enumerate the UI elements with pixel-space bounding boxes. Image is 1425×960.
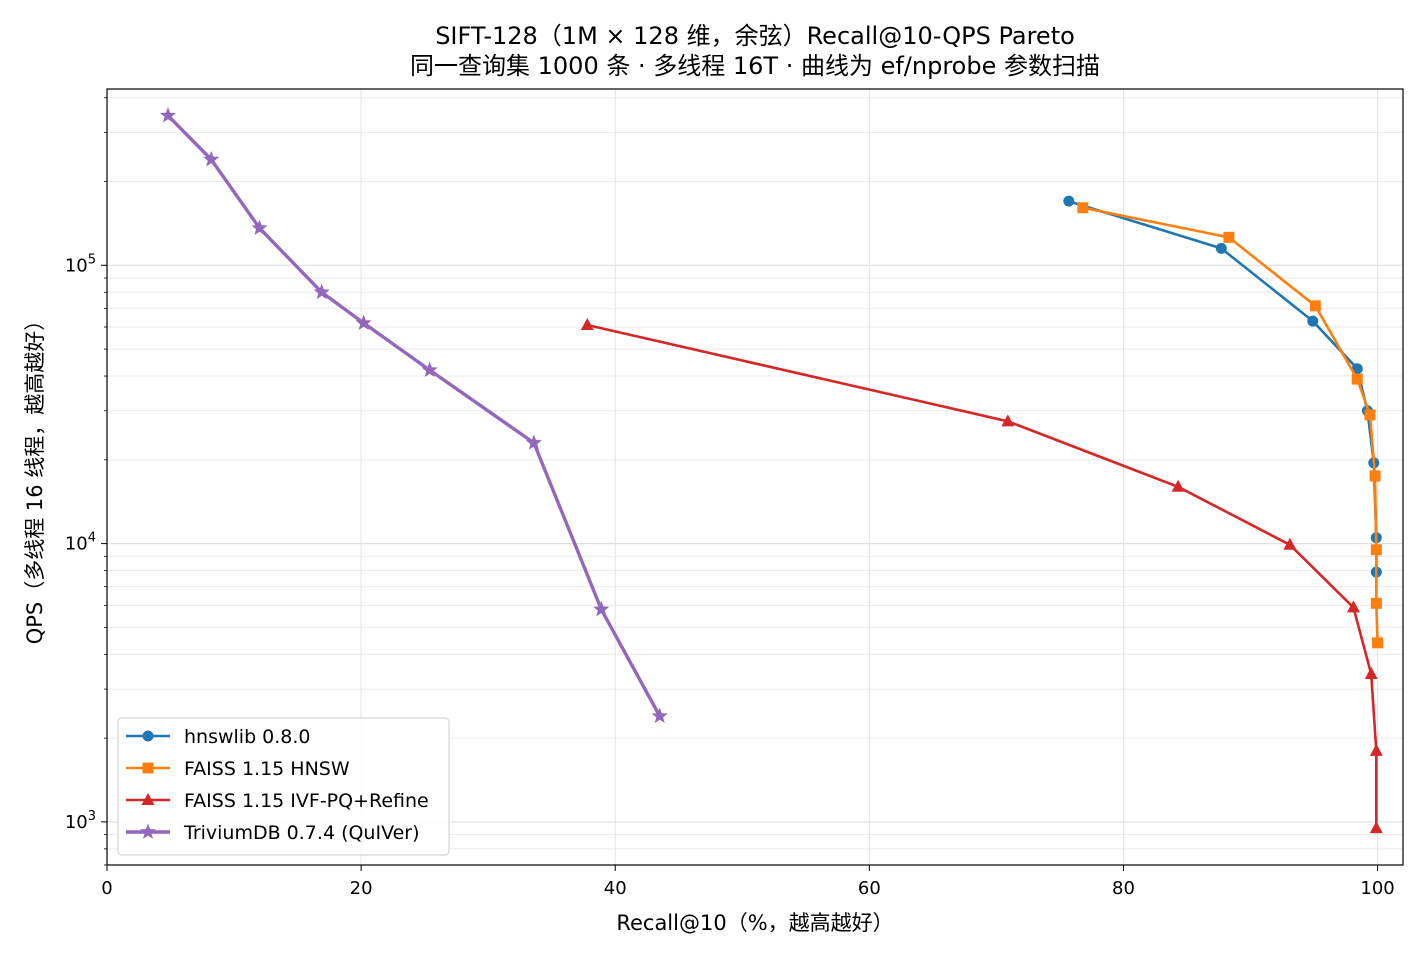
y-tick-label-base: 10 (65, 255, 88, 276)
y-tick-label-exponent: 4 (88, 531, 96, 546)
data-point (1351, 363, 1363, 375)
data-point (1372, 637, 1384, 649)
data-point (1077, 202, 1089, 214)
y-tick-label-base: 10 (65, 812, 88, 833)
plot-frame (106, 88, 1404, 866)
data-point (525, 434, 542, 450)
data-point (1364, 666, 1378, 679)
legend-label: FAISS 1.15 HNSW (184, 758, 350, 780)
data-point (313, 283, 330, 300)
data-point (1369, 743, 1383, 756)
data-point (141, 793, 155, 805)
legend-entry: hnswlib 0.8.0 (126, 726, 311, 748)
data-point (1283, 537, 1297, 550)
data-point (593, 600, 610, 617)
legend: hnswlib 0.8.0 FAISS 1.15 HNSW FAISS 1.15 I… (117, 717, 450, 856)
chart-title: SIFT-128（1M × 128 维，余弦）Recall@10-QPS Par… (435, 22, 1075, 50)
data-point (1364, 409, 1376, 421)
data-point (1369, 821, 1383, 834)
x-tick-label: 80 (1112, 878, 1135, 899)
data-point (251, 219, 268, 235)
data-point (1370, 544, 1382, 556)
y-tick-label: 103 (65, 809, 96, 833)
y-tick-label: 104 (65, 531, 96, 555)
x-axis-label: Recall@10（%，越高越好） (616, 911, 893, 935)
data-point (1001, 414, 1015, 427)
legend-label: hnswlib 0.8.0 (184, 726, 311, 748)
series-triviumdb-0-7-4-quiver- (159, 107, 668, 723)
data-point (1063, 195, 1075, 207)
data-point (651, 707, 668, 723)
x-tick-label: 0 (101, 878, 112, 899)
data-point (159, 107, 177, 123)
series-faiss-1-15-ivf-pq-refine (580, 318, 1383, 834)
data-point (142, 762, 154, 774)
data-point (1171, 479, 1185, 492)
x-tick-label: 20 (350, 878, 373, 899)
data-point (1309, 300, 1321, 312)
series-line (587, 323, 1378, 829)
legend-entry: FAISS 1.15 IVF-PQ+Refine (126, 790, 429, 812)
legend-label: FAISS 1.15 IVF-PQ+Refine (184, 790, 429, 812)
y-axis-label: QPS（多线程 16 线程，越高越好） (23, 310, 47, 645)
data-point (1351, 373, 1363, 385)
data-point (1370, 597, 1382, 609)
data-point (421, 361, 438, 377)
y-tick-label-base: 10 (65, 534, 88, 555)
legend-entry: FAISS 1.15 HNSW (126, 758, 350, 780)
x-tick-label: 40 (604, 878, 627, 899)
data-point (1346, 600, 1360, 613)
data-point (1215, 242, 1227, 254)
y-tick-label-exponent: 5 (88, 252, 96, 267)
y-tick-label-exponent: 3 (88, 809, 96, 824)
x-tick-label: 60 (858, 878, 881, 899)
data-point (139, 823, 157, 839)
x-tick-label: 100 (1360, 878, 1394, 899)
chart-subtitle: 同一查询集 1000 条 · 多线程 16T · 曲线为 ef/nprobe 参… (410, 52, 1100, 80)
series-faiss-1-15-hnsw (1077, 202, 1384, 649)
data-point (1307, 315, 1319, 327)
legend-entry: TriviumDB 0.7.4 (QuIVer) (126, 822, 420, 844)
data-point (1223, 231, 1235, 243)
data-point (355, 314, 372, 330)
legend-box (117, 717, 450, 856)
data-point (142, 730, 154, 742)
data-point (580, 318, 594, 331)
series-layer (159, 107, 1384, 834)
legend-label: TriviumDB 0.7.4 (QuIVer) (183, 822, 420, 844)
data-point (1369, 470, 1381, 482)
data-point (203, 151, 220, 167)
y-tick-label: 105 (65, 252, 96, 276)
